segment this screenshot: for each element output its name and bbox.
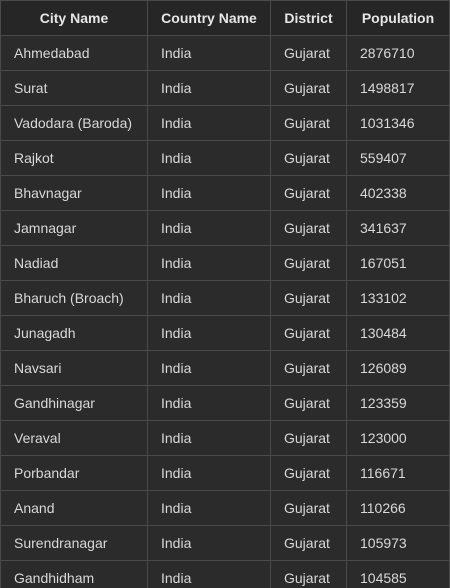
- table-row: Porbandar India Gujarat 116671: [0, 455, 450, 491]
- country-name-cell: India: [147, 140, 271, 176]
- column-header-city-name: City Name: [0, 0, 148, 36]
- district-cell: Gujarat: [270, 315, 347, 351]
- country-name-cell: India: [147, 35, 271, 71]
- country-name-cell: India: [147, 385, 271, 421]
- district-cell: Gujarat: [270, 560, 347, 588]
- country-name-cell: India: [147, 245, 271, 281]
- population-cell: 402338: [346, 175, 450, 211]
- country-name-cell: India: [147, 525, 271, 561]
- city-name-cell: Jamnagar: [0, 210, 148, 246]
- district-cell: Gujarat: [270, 140, 347, 176]
- table-row: Surendranagar India Gujarat 105973: [0, 525, 450, 561]
- table-row: Ahmedabad India Gujarat 2876710: [0, 35, 450, 71]
- population-cell: 130484: [346, 315, 450, 351]
- city-name-cell: Junagadh: [0, 315, 148, 351]
- district-cell: Gujarat: [270, 70, 347, 106]
- country-name-cell: India: [147, 70, 271, 106]
- table-row: Anand India Gujarat 110266: [0, 490, 450, 526]
- city-name-cell: Navsari: [0, 350, 148, 386]
- table-row: Junagadh India Gujarat 130484: [0, 315, 450, 351]
- city-name-cell: Porbandar: [0, 455, 148, 491]
- city-name-cell: Bhavnagar: [0, 175, 148, 211]
- country-name-cell: India: [147, 455, 271, 491]
- country-name-cell: India: [147, 280, 271, 316]
- table-row: Gandhidham India Gujarat 104585: [0, 560, 450, 588]
- district-cell: Gujarat: [270, 350, 347, 386]
- table-row: Bhavnagar India Gujarat 402338: [0, 175, 450, 211]
- table-row: Nadiad India Gujarat 167051: [0, 245, 450, 281]
- district-cell: Gujarat: [270, 420, 347, 456]
- population-cell: 1031346: [346, 105, 450, 141]
- population-cell: 559407: [346, 140, 450, 176]
- table-row: Rajkot India Gujarat 559407: [0, 140, 450, 176]
- city-name-cell: Rajkot: [0, 140, 148, 176]
- table-row: Bharuch (Broach) India Gujarat 133102: [0, 280, 450, 316]
- population-cell: 123000: [346, 420, 450, 456]
- city-name-cell: Vadodara (Baroda): [0, 105, 148, 141]
- district-cell: Gujarat: [270, 35, 347, 71]
- column-header-district: District: [270, 0, 347, 36]
- city-name-cell: Surat: [0, 70, 148, 106]
- city-name-cell: Bharuch (Broach): [0, 280, 148, 316]
- population-cell: 341637: [346, 210, 450, 246]
- column-header-population: Population: [346, 0, 450, 36]
- country-name-cell: India: [147, 105, 271, 141]
- table-row: Surat India Gujarat 1498817: [0, 70, 450, 106]
- table-row: Veraval India Gujarat 123000: [0, 420, 450, 456]
- population-cell: 167051: [346, 245, 450, 281]
- country-name-cell: India: [147, 350, 271, 386]
- table-body: Ahmedabad India Gujarat 2876710 Surat India Gu…: [0, 35, 450, 588]
- district-cell: Gujarat: [270, 105, 347, 141]
- population-cell: 126089: [346, 350, 450, 386]
- column-header-country-name: Country Name: [147, 0, 271, 36]
- population-cell: 110266: [346, 490, 450, 526]
- district-cell: Gujarat: [270, 245, 347, 281]
- district-cell: Gujarat: [270, 525, 347, 561]
- city-name-cell: Gandhinagar: [0, 385, 148, 421]
- city-name-cell: Veraval: [0, 420, 148, 456]
- population-cell: 1498817: [346, 70, 450, 106]
- district-cell: Gujarat: [270, 455, 347, 491]
- country-name-cell: India: [147, 175, 271, 211]
- city-name-cell: Anand: [0, 490, 148, 526]
- city-name-cell: Ahmedabad: [0, 35, 148, 71]
- table-row: Vadodara (Baroda) India Gujarat 1031346: [0, 105, 450, 141]
- population-cell: 116671: [346, 455, 450, 491]
- country-name-cell: India: [147, 315, 271, 351]
- population-cell: 123359: [346, 385, 450, 421]
- district-cell: Gujarat: [270, 210, 347, 246]
- district-cell: Gujarat: [270, 385, 347, 421]
- district-cell: Gujarat: [270, 490, 347, 526]
- city-name-cell: Nadiad: [0, 245, 148, 281]
- table-row: Jamnagar India Gujarat 341637: [0, 210, 450, 246]
- district-cell: Gujarat: [270, 175, 347, 211]
- population-cell: 2876710: [346, 35, 450, 71]
- population-cell: 104585: [346, 560, 450, 588]
- table-row: Gandhinagar India Gujarat 123359: [0, 385, 450, 421]
- district-cell: Gujarat: [270, 280, 347, 316]
- table-row: Navsari India Gujarat 126089: [0, 350, 450, 386]
- header-row: City Name Country Name District Populati…: [0, 0, 450, 36]
- country-name-cell: India: [147, 490, 271, 526]
- country-name-cell: India: [147, 210, 271, 246]
- city-name-cell: Gandhidham: [0, 560, 148, 588]
- country-name-cell: India: [147, 420, 271, 456]
- population-cell: 105973: [346, 525, 450, 561]
- city-name-cell: Surendranagar: [0, 525, 148, 561]
- population-cell: 133102: [346, 280, 450, 316]
- country-name-cell: India: [147, 560, 271, 588]
- table-header: City Name Country Name District Populati…: [0, 0, 450, 36]
